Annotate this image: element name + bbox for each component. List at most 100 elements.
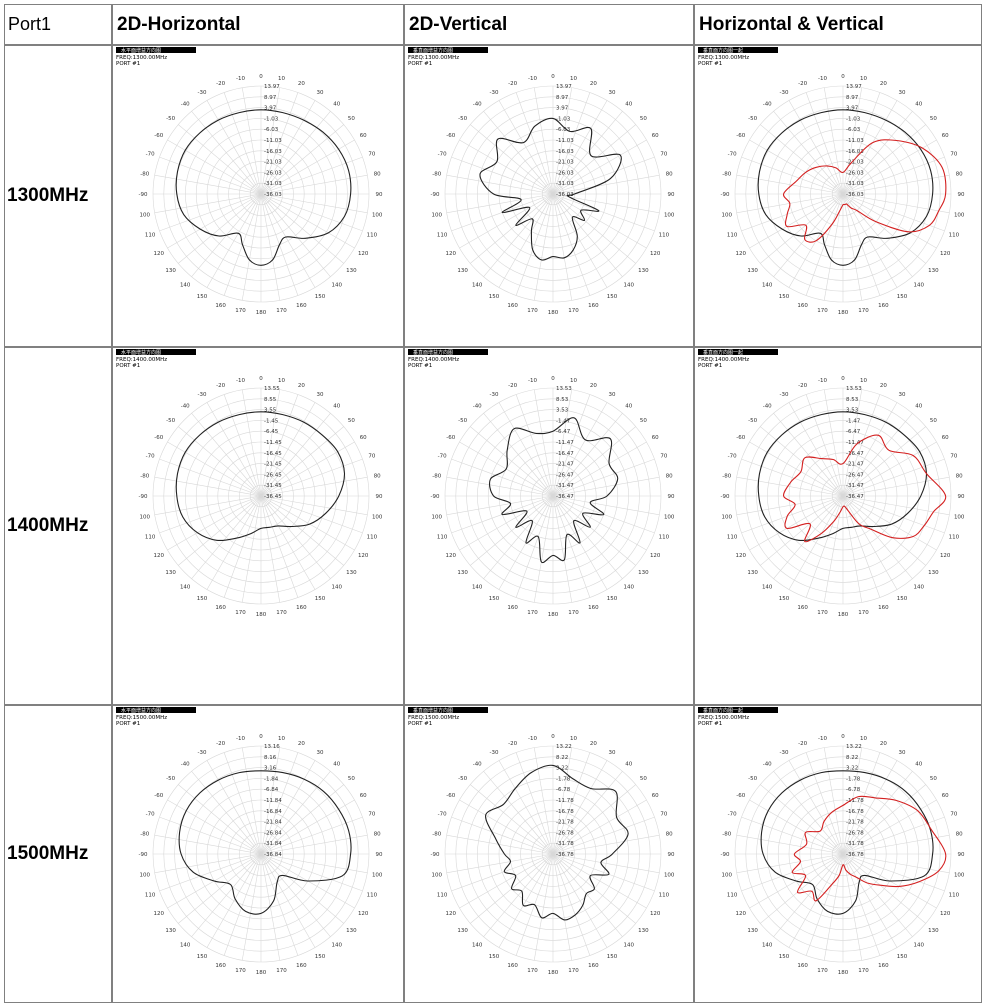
ring-value-label: -6.84 bbox=[264, 787, 279, 793]
angle-label: -70 bbox=[146, 454, 155, 460]
angle-label: 100 bbox=[722, 515, 733, 521]
angle-label: -60 bbox=[154, 793, 163, 799]
grid-spoke bbox=[552, 124, 636, 195]
grid-spoke bbox=[842, 495, 937, 551]
grid-spoke bbox=[260, 426, 344, 497]
angle-label: 120 bbox=[446, 553, 457, 559]
angle-label: -10 bbox=[528, 736, 537, 742]
angle-label: 120 bbox=[358, 251, 369, 257]
angle-label: 170 bbox=[858, 308, 869, 314]
grid-spoke bbox=[741, 816, 844, 855]
plot-header-text: 垂直面增益方向图 bbox=[413, 349, 453, 356]
angle-label: 130 bbox=[346, 928, 357, 934]
angle-label: 70 bbox=[368, 454, 375, 460]
grid-spoke bbox=[260, 495, 281, 603]
angle-label: 130 bbox=[638, 928, 649, 934]
grid-spoke bbox=[552, 495, 660, 516]
ring-value-label: -16.03 bbox=[846, 149, 864, 155]
angle-label: 110 bbox=[437, 232, 448, 238]
grid-spoke bbox=[842, 853, 950, 874]
grid-spoke bbox=[749, 495, 844, 551]
angle-label: 170 bbox=[235, 610, 246, 616]
angle-label: 140 bbox=[332, 584, 343, 590]
angle-label: 70 bbox=[950, 454, 957, 460]
grid-spoke bbox=[842, 87, 863, 195]
plot-header-bar bbox=[698, 47, 778, 53]
angle-label: 30 bbox=[609, 90, 616, 96]
angle-label: 30 bbox=[317, 392, 324, 398]
grid-spoke bbox=[552, 174, 660, 195]
ring-value-label: -11.47 bbox=[846, 440, 864, 446]
angle-label: 40 bbox=[625, 762, 632, 768]
angle-label: 100 bbox=[954, 873, 965, 879]
port-label: PORT #1 bbox=[408, 61, 432, 67]
column-header-vertical: 2D-Vertical bbox=[404, 4, 694, 45]
grid-spoke bbox=[552, 458, 655, 497]
angle-label: 120 bbox=[940, 553, 951, 559]
grid-spoke bbox=[760, 853, 844, 924]
grid-spoke bbox=[552, 476, 660, 497]
freq-label: FREQ:1400.00MHz bbox=[408, 357, 459, 363]
angle-label: -10 bbox=[818, 736, 827, 742]
ring-value-label: 8.97 bbox=[264, 95, 277, 101]
plot-header-text: 垂直面方向图一起 bbox=[703, 707, 743, 714]
ring-value-label: -21.45 bbox=[264, 462, 282, 468]
plot-1500-vertical: 垂直面增益方向图 FREQ:1500.00MHz PORT #1 0 10 20 30 40 5… bbox=[404, 705, 694, 1003]
angle-label: 40 bbox=[915, 102, 922, 108]
angle-label: 150 bbox=[315, 954, 326, 960]
ring-value-label: -31.45 bbox=[264, 483, 282, 489]
angle-label: 50 bbox=[348, 776, 355, 782]
angle-label: 130 bbox=[747, 268, 758, 274]
grid-spoke bbox=[483, 413, 554, 497]
angle-label: 120 bbox=[154, 553, 165, 559]
angle-label: -90 bbox=[721, 192, 730, 198]
angle-label: 120 bbox=[736, 251, 747, 257]
pattern-trace-vertical bbox=[783, 139, 947, 243]
grid-spoke bbox=[552, 394, 591, 497]
grid-spoke bbox=[823, 87, 844, 195]
angle-label: -80 bbox=[140, 832, 149, 838]
grid-spoke bbox=[749, 799, 844, 855]
angle-label: 140 bbox=[762, 942, 773, 948]
plot-header-text: 水平面增益方向图 bbox=[121, 707, 161, 714]
angle-label: 20 bbox=[298, 81, 305, 87]
ring-value-label: -1.78 bbox=[556, 776, 571, 782]
angle-label: 80 bbox=[666, 172, 673, 178]
angle-label: 100 bbox=[664, 873, 675, 879]
grid-spoke bbox=[552, 139, 647, 195]
angle-label: -90 bbox=[139, 852, 148, 858]
angle-label: -80 bbox=[722, 172, 731, 178]
ring-value-label: 13.97 bbox=[846, 84, 862, 90]
angle-label: 110 bbox=[949, 892, 960, 898]
grid-spoke bbox=[760, 193, 844, 264]
angle-label: 130 bbox=[165, 928, 176, 934]
grid-spoke bbox=[159, 816, 262, 855]
grid-spoke bbox=[842, 111, 913, 195]
angle-label: 170 bbox=[858, 610, 869, 616]
grid-spoke bbox=[773, 111, 844, 195]
angle-label: 140 bbox=[762, 282, 773, 288]
angle-label: -10 bbox=[236, 736, 245, 742]
angle-label: 90 bbox=[376, 192, 383, 198]
grid-spoke bbox=[842, 495, 926, 566]
plot-header-bar bbox=[408, 349, 488, 355]
ring-value-label: -31.03 bbox=[846, 181, 864, 187]
angle-label: -70 bbox=[146, 152, 155, 158]
grid-spoke bbox=[552, 389, 573, 497]
ring-value-label: -1.45 bbox=[264, 418, 279, 424]
grid-spoke bbox=[842, 193, 950, 214]
grid-spoke bbox=[260, 495, 355, 551]
grid-spoke bbox=[260, 193, 344, 264]
angle-label: 130 bbox=[457, 570, 468, 576]
angle-label: 90 bbox=[958, 192, 965, 198]
angle-label: -90 bbox=[721, 852, 730, 858]
angle-label: 0 bbox=[841, 74, 845, 80]
ring-value-label: 13.22 bbox=[846, 744, 862, 750]
grid-spoke bbox=[498, 402, 554, 497]
angle-label: 150 bbox=[607, 596, 618, 602]
angle-label: 140 bbox=[914, 584, 925, 590]
column-header-horizontal: 2D-Horizontal bbox=[112, 4, 404, 45]
angle-label: 130 bbox=[457, 928, 468, 934]
grid-spoke bbox=[459, 799, 554, 855]
